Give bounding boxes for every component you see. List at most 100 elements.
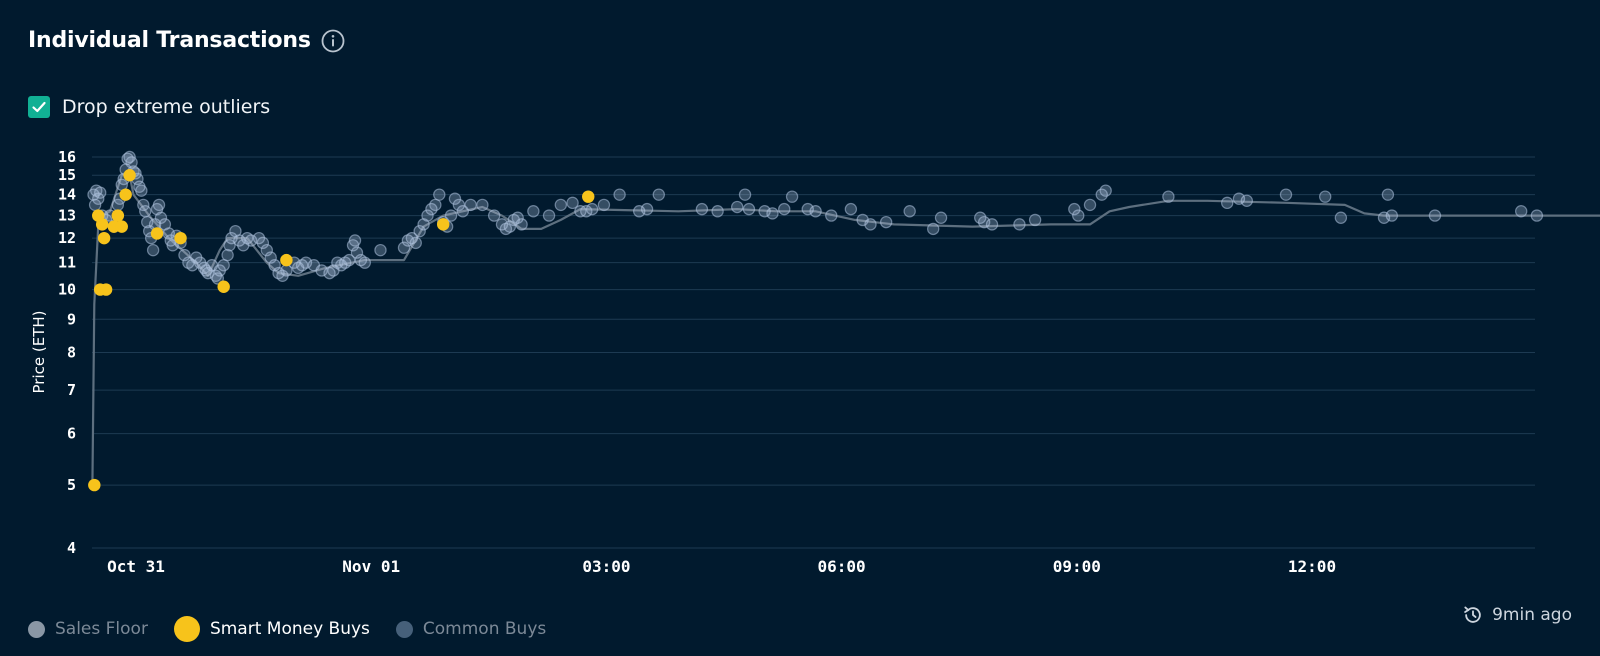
- common-buy-point[interactable]: [934, 211, 948, 224]
- y-tick-label: 15: [58, 166, 76, 184]
- common-buy-point[interactable]: [1334, 211, 1348, 224]
- common-buy-point[interactable]: [139, 205, 152, 218]
- smart-money-point[interactable]: [115, 220, 128, 233]
- smart-money-point[interactable]: [99, 283, 113, 296]
- smart-money-point[interactable]: [95, 218, 109, 231]
- common-buy-point[interactable]: [409, 236, 422, 250]
- common-buy-point[interactable]: [221, 248, 234, 262]
- common-buy-point[interactable]: [348, 234, 362, 247]
- y-tick-label: 14: [58, 186, 76, 204]
- common-buy-point[interactable]: [503, 220, 517, 233]
- common-buy-point[interactable]: [448, 192, 462, 205]
- common-buy-point[interactable]: [152, 198, 166, 212]
- common-buy-point[interactable]: [93, 186, 107, 199]
- common-buy-point[interactable]: [125, 156, 138, 169]
- smart-money-point[interactable]: [280, 253, 293, 267]
- legend-item-common-buys[interactable]: Common Buys: [395, 619, 546, 639]
- common-buy-point[interactable]: [146, 243, 160, 257]
- common-buy-point[interactable]: [542, 209, 556, 222]
- common-buy-point[interactable]: [413, 224, 426, 238]
- common-buy-point[interactable]: [1162, 190, 1175, 203]
- common-buy-point[interactable]: [1072, 209, 1085, 222]
- common-buy-point[interactable]: [397, 241, 411, 254]
- common-buy-point[interactable]: [766, 207, 779, 220]
- info-icon[interactable]: [321, 29, 345, 53]
- common-buy-point[interactable]: [652, 188, 666, 201]
- common-buy-point[interactable]: [350, 246, 364, 259]
- common-buy-point[interactable]: [1240, 194, 1254, 207]
- common-buy-point[interactable]: [742, 202, 756, 216]
- common-buy-point[interactable]: [597, 198, 611, 212]
- smart-money-point[interactable]: [123, 169, 136, 182]
- common-buy-point[interactable]: [1028, 213, 1042, 227]
- common-buy-point[interactable]: [444, 209, 458, 222]
- smart-money-point[interactable]: [97, 231, 111, 245]
- common-buy-point[interactable]: [809, 205, 822, 218]
- common-buy-point[interactable]: [844, 202, 858, 216]
- common-buy-point[interactable]: [985, 218, 999, 231]
- common-buy-point[interactable]: [738, 188, 752, 201]
- smart-money-point[interactable]: [582, 190, 595, 203]
- common-buy-point[interactable]: [1083, 198, 1097, 212]
- common-buy-point[interactable]: [785, 190, 799, 203]
- common-buy-point[interactable]: [223, 239, 236, 252]
- legend-item-sales-floor[interactable]: Sales Floor: [28, 619, 148, 639]
- common-buy-point[interactable]: [429, 198, 442, 212]
- common-buy-point[interactable]: [1013, 218, 1026, 231]
- common-buy-point[interactable]: [1530, 209, 1544, 222]
- common-buy-point[interactable]: [566, 196, 579, 210]
- common-buy-point[interactable]: [1318, 190, 1332, 203]
- common-buy-point[interactable]: [1068, 202, 1081, 216]
- drop-outliers-option[interactable]: Drop extreme outliers: [28, 96, 270, 118]
- common-buy-point[interactable]: [778, 202, 791, 216]
- common-buy-point[interactable]: [1220, 196, 1234, 210]
- common-buy-point[interactable]: [511, 211, 524, 224]
- common-buy-point[interactable]: [421, 209, 434, 222]
- common-buy-point[interactable]: [695, 202, 709, 216]
- common-buy-point[interactable]: [178, 248, 191, 262]
- common-buy-point[interactable]: [264, 251, 277, 264]
- common-buy-point[interactable]: [731, 200, 744, 214]
- common-buy-point[interactable]: [1428, 209, 1442, 222]
- common-buy-point[interactable]: [256, 236, 270, 250]
- common-buy-point[interactable]: [640, 202, 654, 216]
- common-buy-point[interactable]: [527, 205, 540, 218]
- smart-money-point[interactable]: [437, 218, 450, 231]
- drop-outliers-checkbox[interactable]: [28, 96, 50, 118]
- common-buy-point[interactable]: [825, 209, 838, 222]
- x-tick-label: 12:00: [1288, 557, 1336, 576]
- smart-money-point[interactable]: [150, 227, 164, 240]
- common-buy-point[interactable]: [711, 205, 724, 218]
- smart-money-point[interactable]: [88, 478, 101, 492]
- common-buy-point[interactable]: [1385, 209, 1399, 222]
- common-buy-point[interactable]: [433, 188, 446, 201]
- smart-money-point[interactable]: [217, 280, 230, 293]
- common-buy-point[interactable]: [1514, 205, 1528, 218]
- smart-money-point[interactable]: [119, 188, 132, 201]
- common-buy-point[interactable]: [554, 198, 568, 212]
- smart-money-point[interactable]: [174, 231, 187, 245]
- common-buy-point[interactable]: [217, 259, 230, 272]
- common-buy-point[interactable]: [903, 205, 916, 218]
- common-buy-point[interactable]: [613, 188, 626, 201]
- common-buy-point[interactable]: [1279, 188, 1293, 201]
- common-buy-point[interactable]: [585, 202, 599, 216]
- common-buy-point[interactable]: [154, 211, 168, 224]
- legend-item-smart-money-buys[interactable]: Smart Money Buys: [173, 616, 370, 642]
- common-buy-point[interactable]: [1381, 188, 1395, 201]
- common-buy-point[interactable]: [135, 184, 148, 197]
- common-buy-point[interactable]: [879, 215, 893, 229]
- common-buy-point[interactable]: [1099, 184, 1112, 197]
- common-buy-point[interactable]: [487, 209, 501, 222]
- common-buy-point[interactable]: [515, 218, 528, 231]
- common-buy-point[interactable]: [260, 243, 273, 257]
- common-buy-point[interactable]: [927, 222, 940, 236]
- common-buy-point[interactable]: [374, 243, 387, 257]
- common-buy-point[interactable]: [358, 256, 371, 269]
- common-buy-point[interactable]: [464, 198, 477, 212]
- common-buy-point[interactable]: [476, 198, 489, 212]
- smart-money-point[interactable]: [111, 209, 125, 222]
- common-buy-point[interactable]: [864, 218, 877, 231]
